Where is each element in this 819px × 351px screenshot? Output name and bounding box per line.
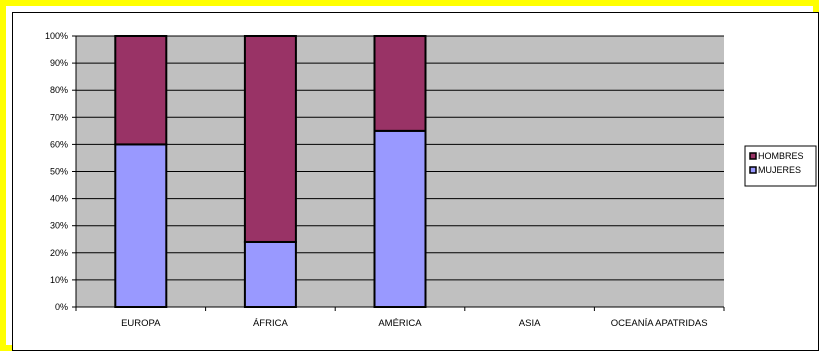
legend-box <box>744 145 817 187</box>
y-tick-label: 70% <box>50 112 68 122</box>
bar-mujeres <box>243 240 297 309</box>
legend-label: MUJERES <box>758 165 801 175</box>
x-category-label: AMÉRICA <box>378 318 422 329</box>
legend-label: HOMBRES <box>758 151 804 161</box>
bar-hombres <box>243 35 297 243</box>
x-category-label: ASIA <box>519 318 541 329</box>
x-category-label: ÁFRICA <box>253 318 289 329</box>
y-tick-label: 30% <box>50 221 68 231</box>
y-tick-label: 20% <box>50 248 68 258</box>
y-tick-label: 0% <box>55 302 68 312</box>
bar-mujeres <box>114 143 168 308</box>
y-tick-label: 80% <box>50 85 68 95</box>
y-tick-label: 40% <box>50 194 68 204</box>
x-category-label: OCEANÍA APATRIDAS <box>611 318 708 329</box>
y-tick-label: 60% <box>50 139 68 149</box>
legend-swatch-hombres <box>749 152 757 160</box>
x-category-label: EUROPA <box>121 318 161 329</box>
y-tick-label: 50% <box>50 167 68 177</box>
y-tick-label: 90% <box>50 58 68 68</box>
y-tick-label: 100% <box>45 31 68 41</box>
bar-mujeres <box>373 129 427 308</box>
y-tick-label: 10% <box>50 275 68 285</box>
bar-hombres <box>373 35 427 132</box>
bar-hombres <box>114 35 168 146</box>
legend-swatch-mujeres <box>749 166 757 174</box>
